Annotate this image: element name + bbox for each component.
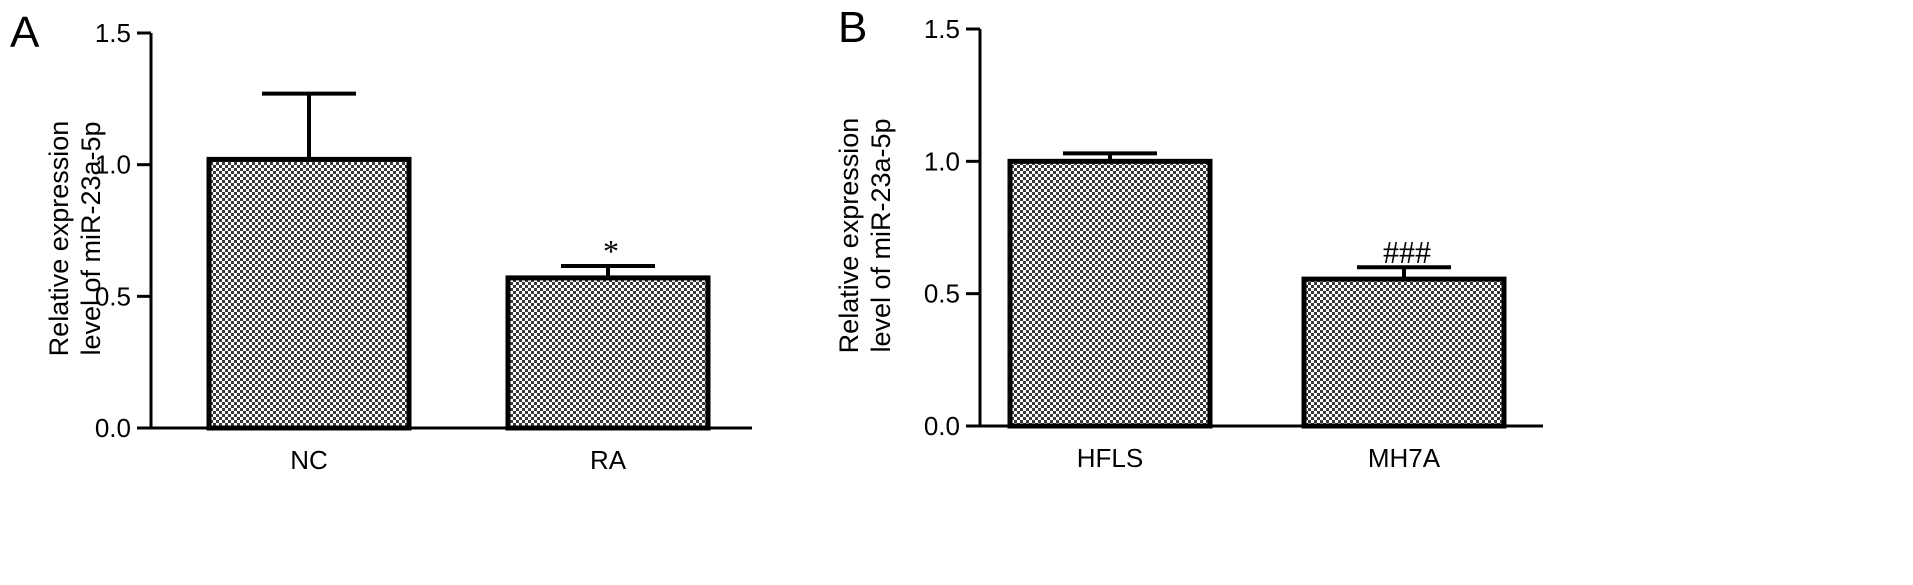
y-tick-label: 0.5 (95, 281, 131, 311)
y-tick-label: 1.5 (95, 18, 131, 48)
significance-marker: ### (1383, 234, 1431, 270)
y-tick-label: 1.0 (924, 146, 960, 176)
chart-panel-a: A 0.0 0.5 1.0 1.5 Relative expressionlevel of… (10, 8, 752, 475)
bar-ra (505, 275, 711, 431)
y-tick-label: 0.0 (95, 413, 131, 443)
y-axis-title-line: Relative expression (834, 118, 864, 354)
y-tick-label: 1.5 (924, 14, 960, 44)
x-tick-label: HFLS (1077, 443, 1143, 473)
x-tick-label: MH7A (1368, 443, 1441, 473)
bar-mh7a (1301, 276, 1507, 429)
x-tick-label: RA (590, 445, 627, 475)
y-axis-title-line: Relative expression (44, 121, 74, 357)
y-axis-title-line: level of miR-23a-5p (866, 118, 896, 352)
panel-label: B (838, 3, 867, 52)
y-tick-label: 0.0 (924, 411, 960, 441)
panel-label: A (10, 8, 40, 57)
y-tick-label: 1.0 (95, 150, 131, 180)
y-tick-label: 0.5 (924, 279, 960, 309)
significance-marker: * (603, 233, 619, 269)
y-axis-title-line: level of miR-23a-5p (76, 121, 106, 355)
bar-nc (206, 156, 412, 431)
bar-hfls (1007, 158, 1213, 429)
y-axis-title: Relative expressionlevel of miR-23a-5p (44, 121, 106, 357)
chart-panel-b: B 0.0 0.5 1.0 1.5 Relative expressionlevel of… (834, 3, 1543, 473)
x-tick-label: NC (290, 445, 328, 475)
y-axis-title: Relative expressionlevel of miR-23a-5p (834, 118, 896, 354)
